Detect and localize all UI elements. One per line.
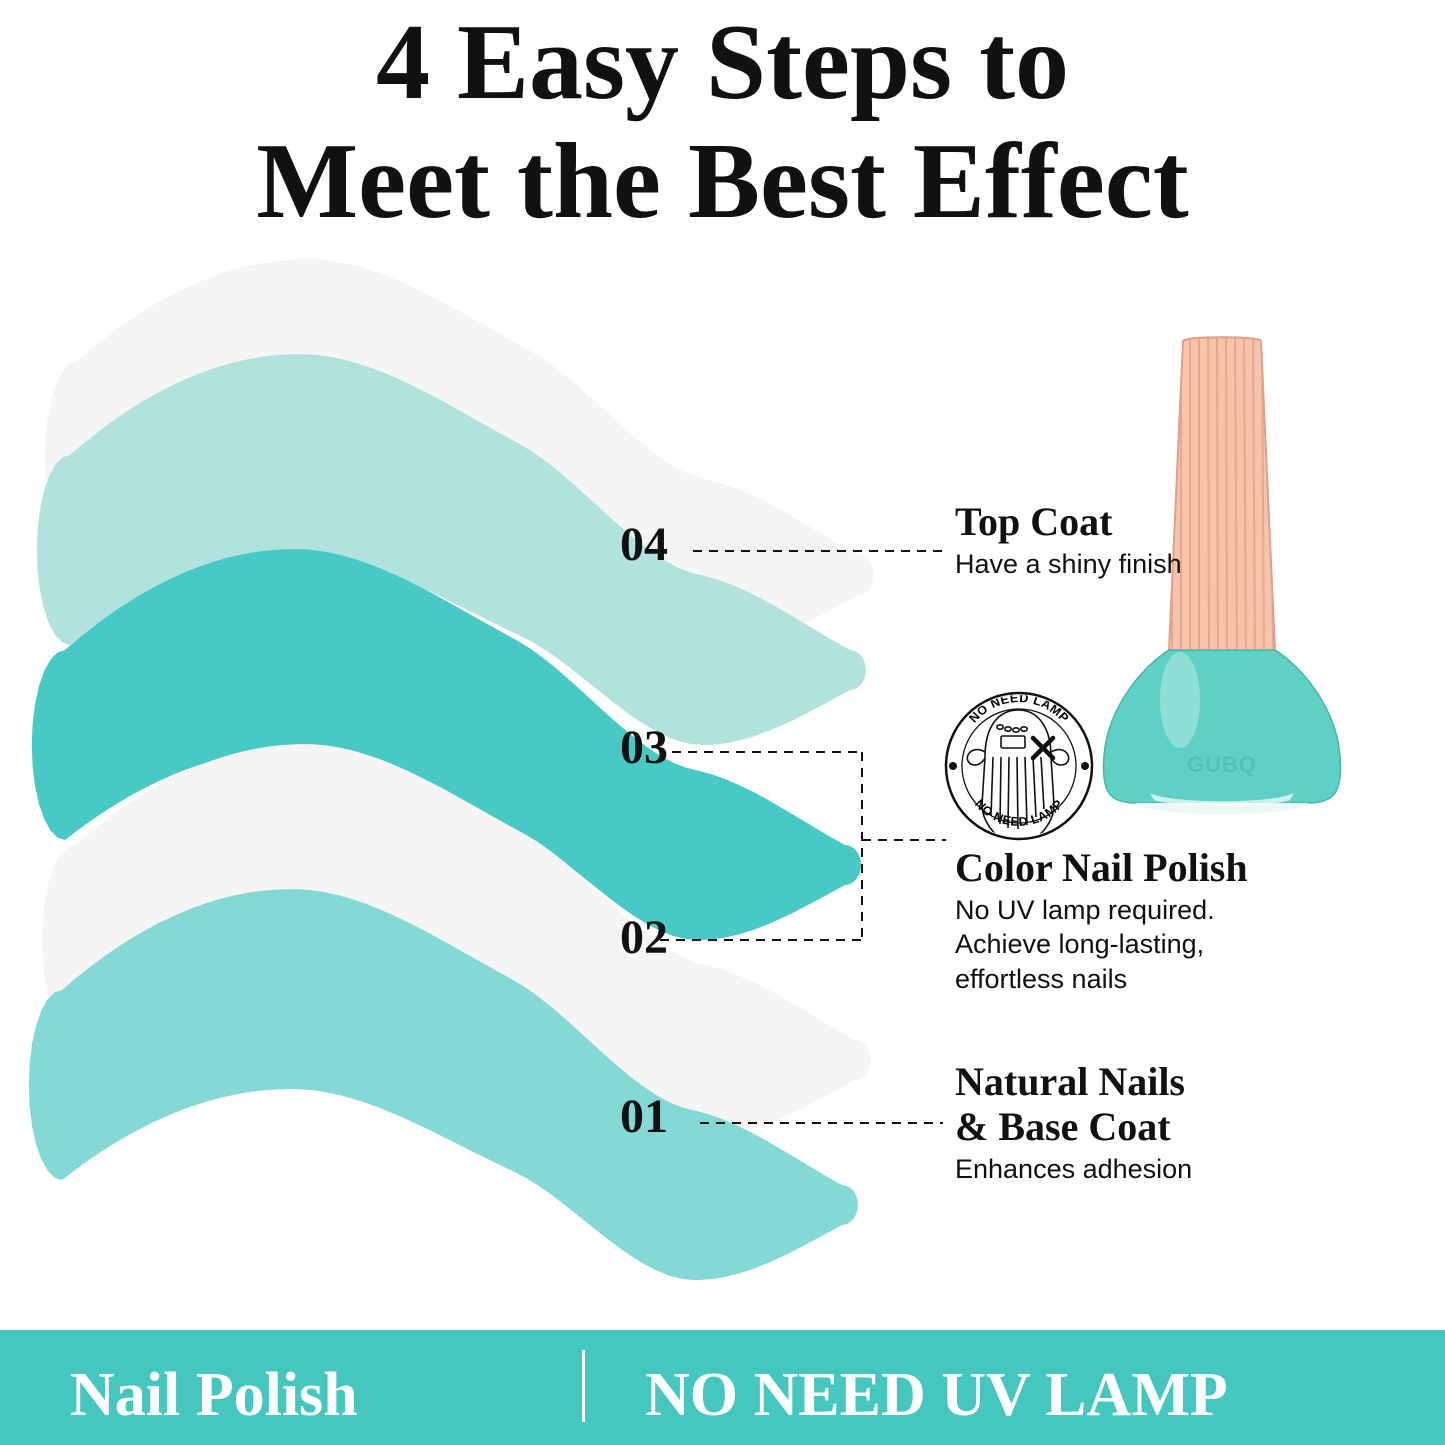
svg-text:NO NEED LAMP: NO NEED LAMP [972, 797, 1066, 829]
svg-text:GUBQ: GUBQ [1187, 752, 1257, 777]
svg-text:NO NEED LAMP: NO NEED LAMP [966, 691, 1071, 726]
